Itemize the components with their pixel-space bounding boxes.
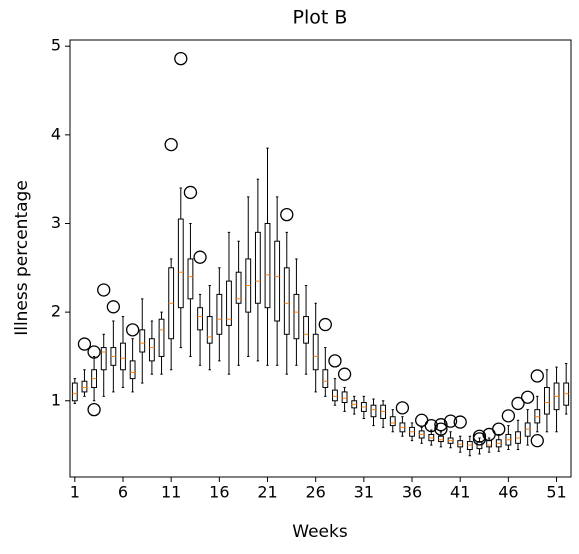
box xyxy=(370,404,377,418)
box xyxy=(148,338,155,362)
outlier xyxy=(87,402,101,417)
outlier xyxy=(443,414,458,428)
x-tick-label: 46 xyxy=(498,483,518,502)
outlier xyxy=(530,434,544,448)
box xyxy=(197,307,203,331)
box xyxy=(129,360,136,380)
box xyxy=(293,293,300,340)
x-axis-label: Weeks xyxy=(292,522,348,542)
box xyxy=(438,435,444,443)
x-tick-label: 6 xyxy=(118,483,128,502)
plot-frame xyxy=(69,39,572,478)
box xyxy=(235,271,242,304)
box xyxy=(283,267,290,335)
box xyxy=(312,333,319,371)
outlier xyxy=(125,323,140,337)
box xyxy=(486,440,493,448)
outlier xyxy=(106,300,121,314)
outlier xyxy=(434,422,448,436)
y-tick-label: 5 xyxy=(51,36,61,55)
box xyxy=(139,329,146,353)
box xyxy=(274,240,281,322)
box xyxy=(158,318,165,357)
outlier xyxy=(511,396,525,411)
outlier xyxy=(97,283,111,297)
x-tick-label: 31 xyxy=(354,483,374,502)
y-tick-label: 3 xyxy=(51,213,61,232)
x-tick-label: 16 xyxy=(209,483,229,502)
box xyxy=(177,218,184,309)
y-tick-label: 4 xyxy=(51,124,61,143)
box xyxy=(100,347,107,371)
outlier xyxy=(434,418,448,432)
outlier xyxy=(424,418,438,433)
box xyxy=(332,389,338,402)
box xyxy=(120,342,126,371)
outlier xyxy=(193,250,207,264)
box xyxy=(81,380,88,393)
x-tick-label: 1 xyxy=(70,483,80,502)
box xyxy=(71,382,78,402)
outlier xyxy=(183,185,198,200)
box xyxy=(264,222,271,309)
outlier xyxy=(164,137,178,152)
y-tick-label: 2 xyxy=(51,302,61,321)
box xyxy=(216,293,223,335)
outlier xyxy=(280,207,294,222)
box xyxy=(187,258,194,300)
outlier xyxy=(395,401,410,415)
box xyxy=(206,316,213,344)
outlier xyxy=(87,345,101,359)
x-tick-label: 36 xyxy=(402,483,422,502)
outlier xyxy=(520,390,535,404)
outlier xyxy=(453,415,467,429)
outlier xyxy=(174,51,188,66)
outlier xyxy=(318,317,332,332)
outlier xyxy=(337,367,352,381)
x-tick-label: 51 xyxy=(546,483,566,502)
outlier xyxy=(501,409,516,423)
x-tick-label: 41 xyxy=(450,483,470,502)
outlier xyxy=(328,354,342,368)
y-tick-label: 1 xyxy=(51,390,61,409)
box xyxy=(341,391,348,404)
box xyxy=(254,231,261,304)
y-axis-label: Illness percentage xyxy=(12,180,32,336)
x-tick-label: 21 xyxy=(257,483,277,502)
outlier xyxy=(77,337,92,351)
box xyxy=(389,416,396,427)
box xyxy=(544,386,550,415)
chart-title: Plot B xyxy=(293,7,348,29)
box xyxy=(303,316,309,344)
box xyxy=(226,280,232,326)
outlier xyxy=(492,422,506,436)
x-tick-label: 11 xyxy=(161,483,181,502)
outlier xyxy=(530,369,544,383)
x-tick-label: 26 xyxy=(306,483,326,502)
box xyxy=(322,369,329,388)
